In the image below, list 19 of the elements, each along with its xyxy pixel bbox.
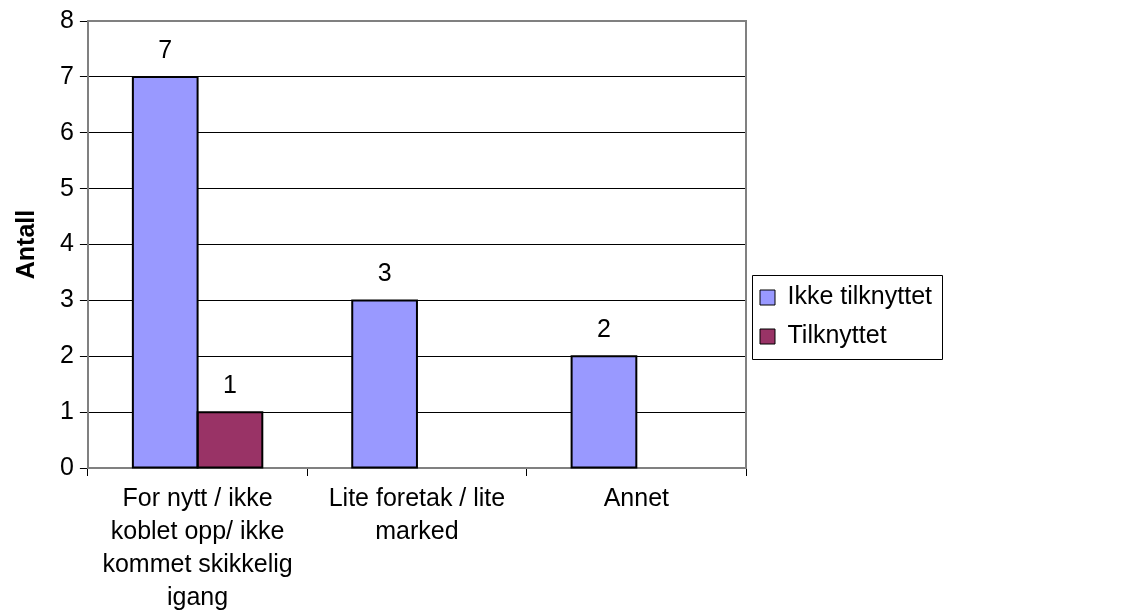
y-tick-label: 6 bbox=[60, 116, 74, 145]
x-tick-label: For nytt / ikke koblet opp/ ikke kommet skikkelig igang bbox=[102, 483, 293, 611]
x-tick-label: Lite foretak / lite marked bbox=[328, 483, 506, 545]
data-label: 3 bbox=[377, 258, 392, 287]
x-tick-label: Annet bbox=[603, 483, 670, 512]
y-tick-label: 4 bbox=[60, 228, 74, 257]
y-tick-label: 2 bbox=[60, 340, 74, 369]
legend-label: Tilknyttet bbox=[787, 320, 887, 349]
legend-label: Ikke tilknyttet bbox=[787, 281, 933, 310]
y-tick-label: 3 bbox=[60, 284, 74, 313]
y-tick-label: 1 bbox=[60, 396, 74, 425]
y-tick-label: 5 bbox=[60, 172, 74, 201]
data-label: 2 bbox=[597, 314, 611, 343]
y-tick-label: 7 bbox=[60, 60, 74, 89]
data-label: 7 bbox=[158, 34, 173, 63]
y-tick-label: 0 bbox=[60, 451, 74, 480]
y-axis-title: Antall bbox=[10, 209, 39, 280]
data-label: 1 bbox=[222, 370, 237, 399]
y-tick-label: 8 bbox=[60, 4, 74, 33]
